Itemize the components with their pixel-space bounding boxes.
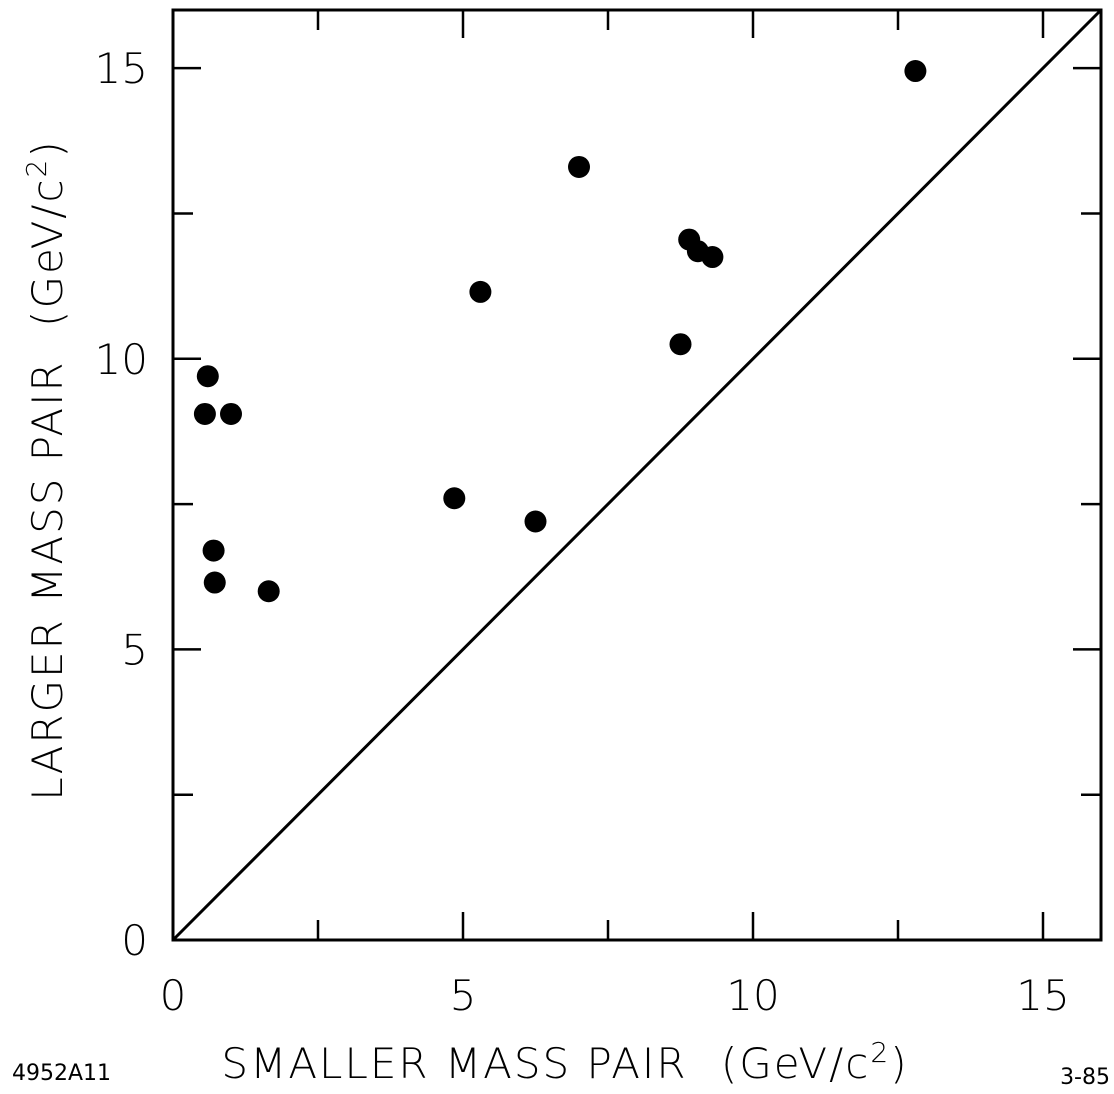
data-point — [257, 580, 280, 603]
data-point — [669, 333, 692, 356]
data-point — [469, 280, 492, 303]
x-axis-label: SMALLER MASS PAIR — [221, 1039, 687, 1088]
data-point — [196, 365, 219, 388]
y-axis-unit-suffix: ) — [23, 139, 72, 157]
data-point — [202, 539, 225, 562]
x-axis-unit-prefix: (GeV/c — [721, 1039, 870, 1088]
y-axis-label: LARGER MASS PAIR — [23, 360, 72, 800]
y-tick-label: 0 — [121, 916, 148, 965]
y-tick-label: 5 — [121, 625, 148, 674]
data-point — [220, 402, 242, 425]
data-points — [193, 60, 927, 603]
y-tick-label: 10 — [95, 335, 148, 384]
y-axis-unit-sup: 2 — [20, 158, 53, 178]
data-point — [568, 155, 590, 178]
y-axis-title: LARGER MASS PAIR (GeV/c2) — [20, 139, 72, 801]
data-point — [904, 60, 927, 83]
y-axis-unit-prefix: (GeV/c — [23, 177, 72, 326]
date-code: 3-85 — [1060, 1065, 1110, 1090]
data-point — [701, 246, 724, 269]
diagonal-reference-line — [171, 8, 1103, 942]
x-tick-label: 10 — [726, 971, 779, 1020]
data-point — [193, 402, 216, 425]
x-axis-unit-suffix: ) — [890, 1039, 908, 1088]
data-point — [524, 510, 547, 533]
axis-ticks — [173, 10, 1101, 940]
x-tick-label: 0 — [160, 971, 187, 1020]
x-tick-label: 15 — [1016, 971, 1069, 1020]
x-tick-label: 5 — [450, 971, 477, 1020]
y-tick-label: 15 — [95, 44, 148, 93]
data-point — [443, 487, 466, 510]
plot-frame — [171, 8, 1103, 942]
x-axis-title: SMALLER MASS PAIR (GeV/c2) — [221, 1036, 908, 1088]
figure-id: 4952A11 — [12, 1061, 111, 1086]
x-axis-unit-sup: 2 — [870, 1036, 890, 1069]
data-point — [203, 571, 226, 594]
